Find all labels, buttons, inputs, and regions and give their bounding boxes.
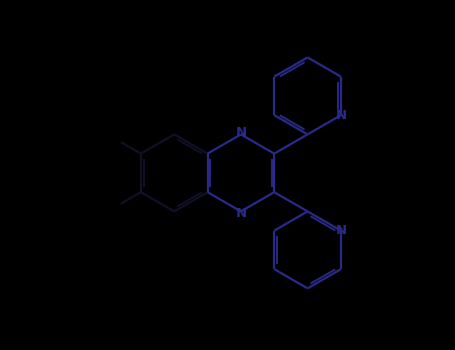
Text: N: N (335, 108, 346, 122)
Text: N: N (236, 126, 247, 139)
Text: N: N (335, 224, 346, 237)
Text: N: N (236, 207, 247, 220)
